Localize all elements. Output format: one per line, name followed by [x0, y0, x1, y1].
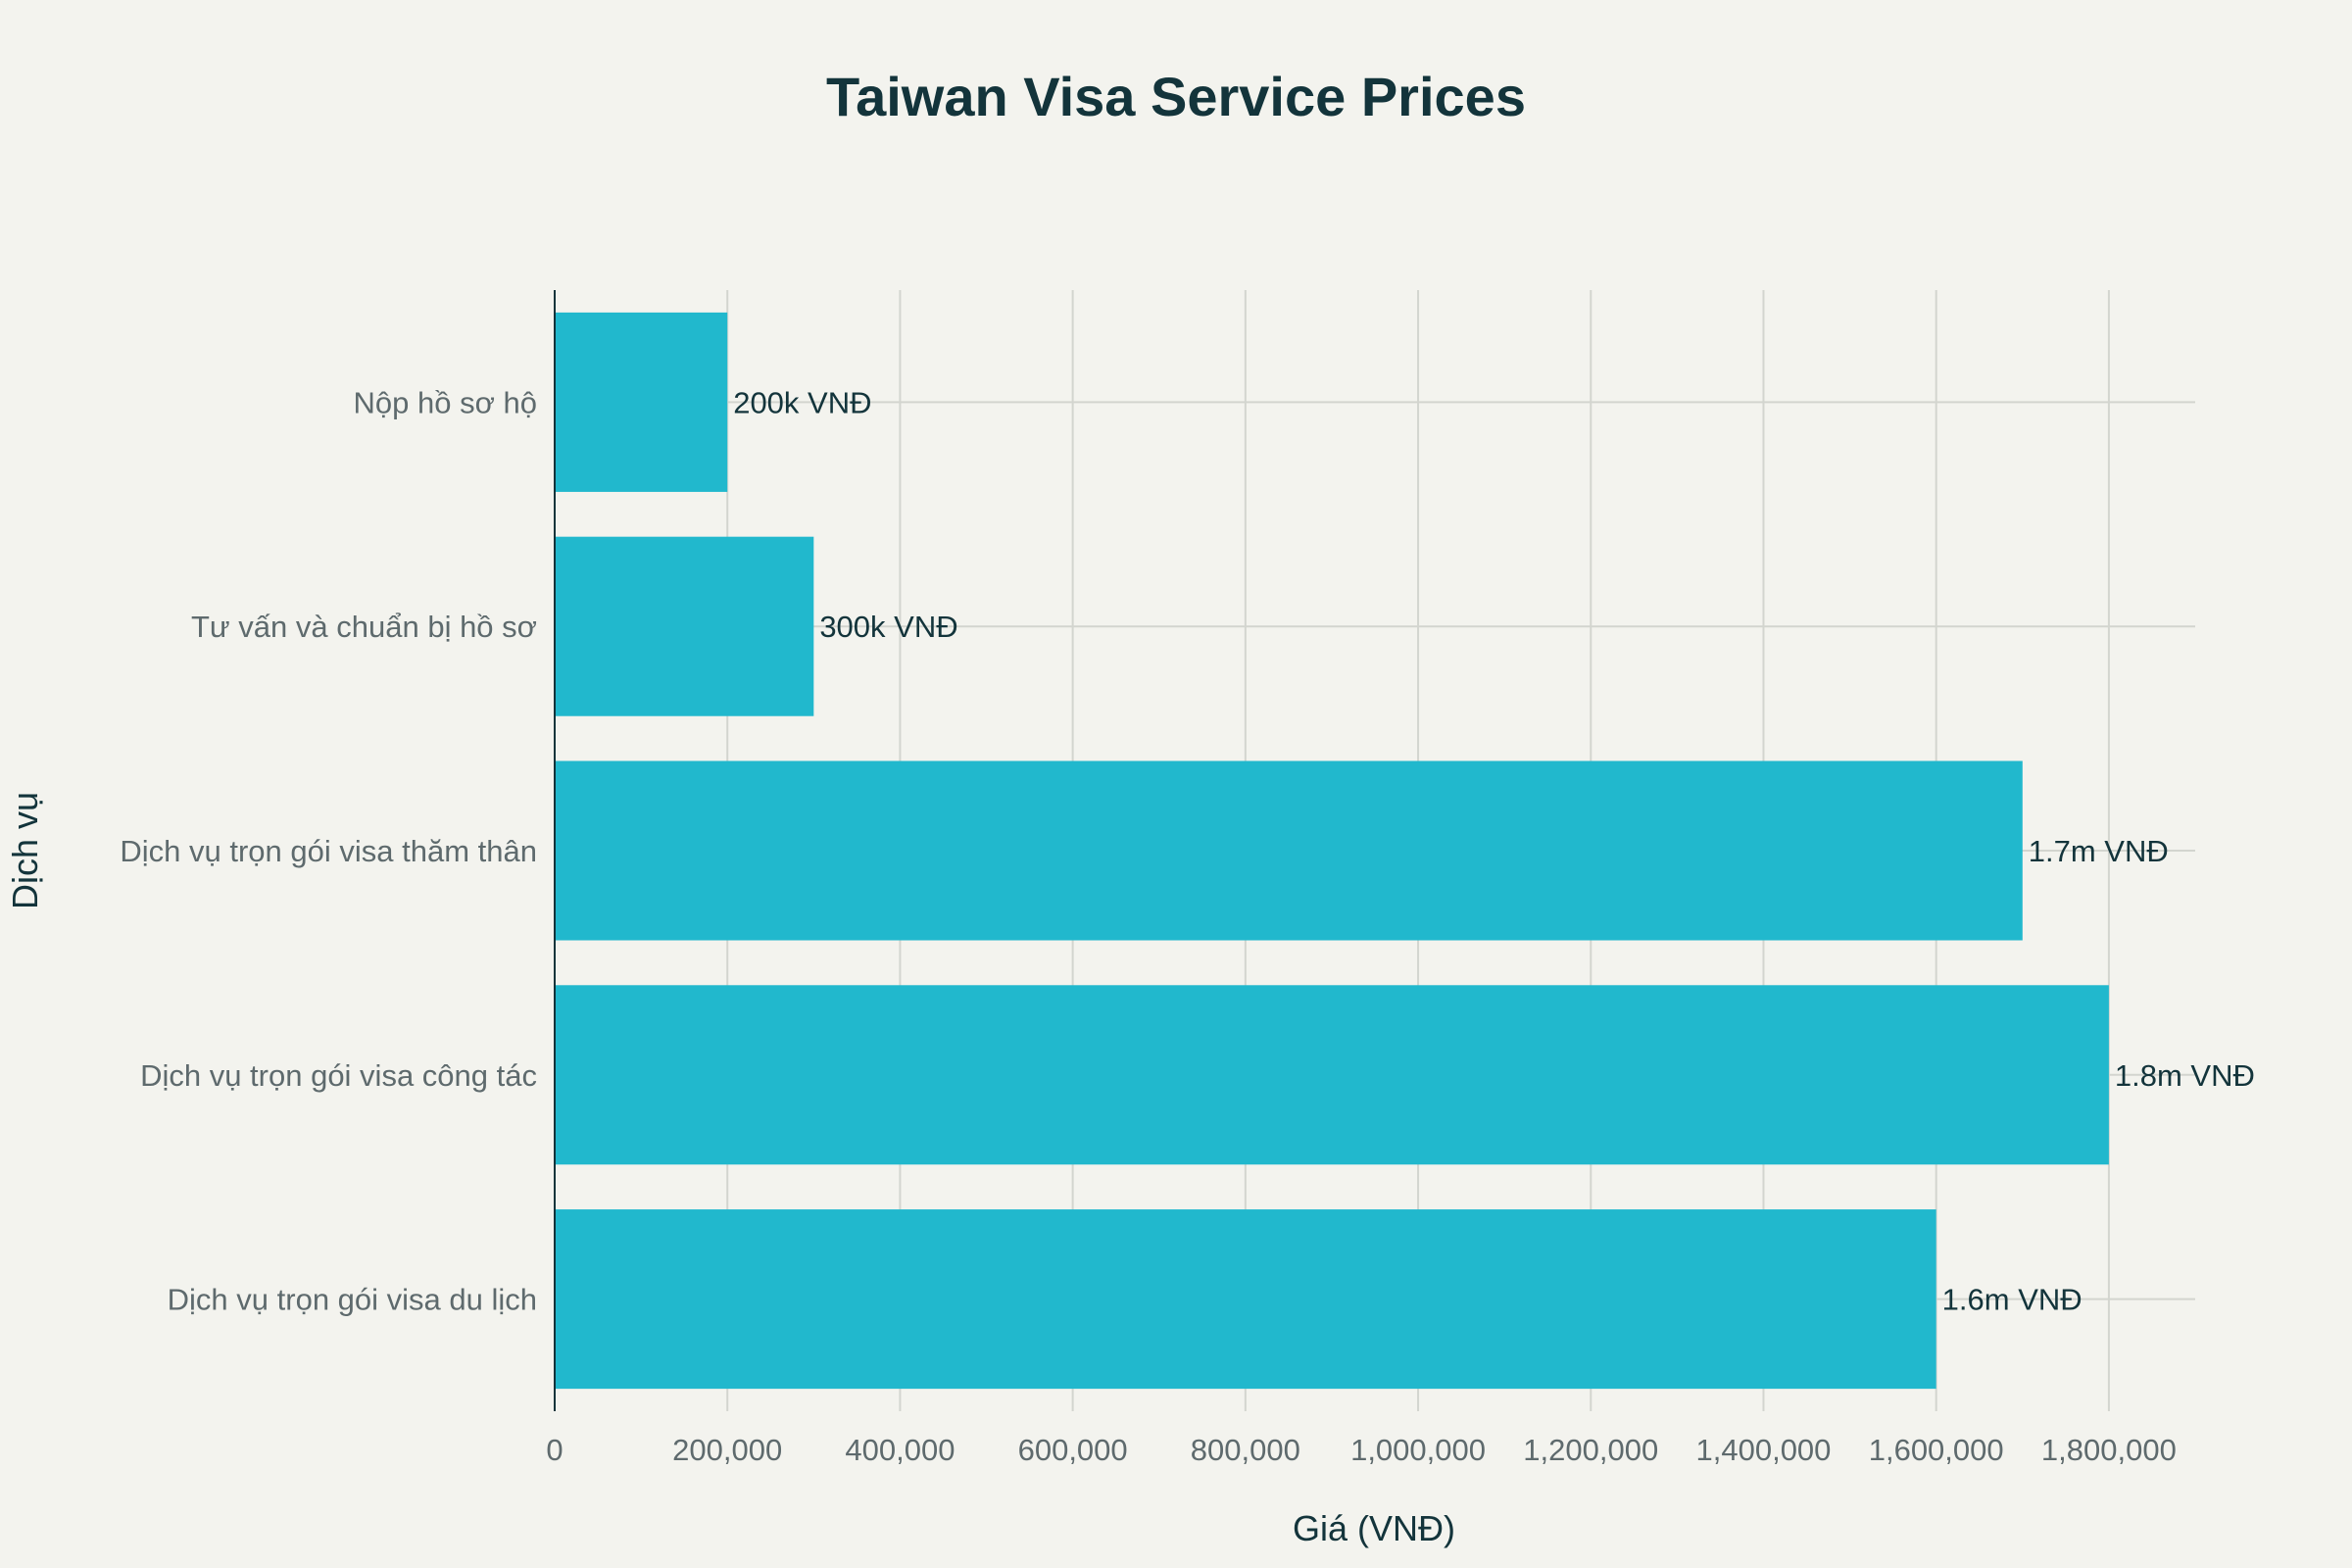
bar — [555, 1209, 1936, 1390]
label-layer: 0 200,000 400,000 600,000 800,000 1,000,000 1,… — [120, 385, 2254, 1467]
category-label: Dịch vụ trọn gói visa du lịch — [168, 1283, 537, 1317]
chart-title: Taiwan Visa Service Prices — [826, 66, 1526, 127]
bar-value-label: 1.6m VNĐ — [1942, 1283, 2082, 1317]
bar — [555, 985, 2109, 1165]
category-label: Tư vấn và chuẩn bị hồ sơ — [191, 610, 537, 644]
x-axis-title: Giá (VNĐ) — [1293, 1508, 1455, 1548]
x-tick-label: 400,000 — [845, 1433, 955, 1467]
bar — [555, 312, 728, 492]
y-axis-title: Dịch vụ — [5, 792, 45, 909]
x-tick-label: 1,200,000 — [1523, 1433, 1658, 1467]
category-label: Dịch vụ trọn gói visa công tác — [140, 1058, 537, 1093]
bar-layer — [555, 312, 2109, 1390]
x-tick-label: 1,400,000 — [1696, 1433, 1832, 1467]
x-tick-label: 0 — [546, 1433, 563, 1467]
bar — [555, 760, 2023, 941]
bar-value-label: 300k VNĐ — [819, 610, 957, 644]
bar-value-label: 1.7m VNĐ — [2029, 834, 2169, 868]
category-label: Dịch vụ trọn gói visa thăm thân — [120, 834, 537, 868]
bar-value-label: 1.8m VNĐ — [2115, 1058, 2255, 1093]
bar — [555, 536, 814, 716]
x-tick-label: 1,000,000 — [1350, 1433, 1486, 1467]
category-label: Nộp hồ sơ hộ — [354, 385, 538, 419]
x-tick-label: 600,000 — [1018, 1433, 1128, 1467]
bar-value-label: 200k VNĐ — [733, 385, 871, 419]
x-tick-label: 1,800,000 — [2041, 1433, 2177, 1467]
x-tick-label: 1,600,000 — [1869, 1433, 2004, 1467]
x-tick-label: 800,000 — [1191, 1433, 1300, 1467]
x-tick-label: 200,000 — [672, 1433, 782, 1467]
